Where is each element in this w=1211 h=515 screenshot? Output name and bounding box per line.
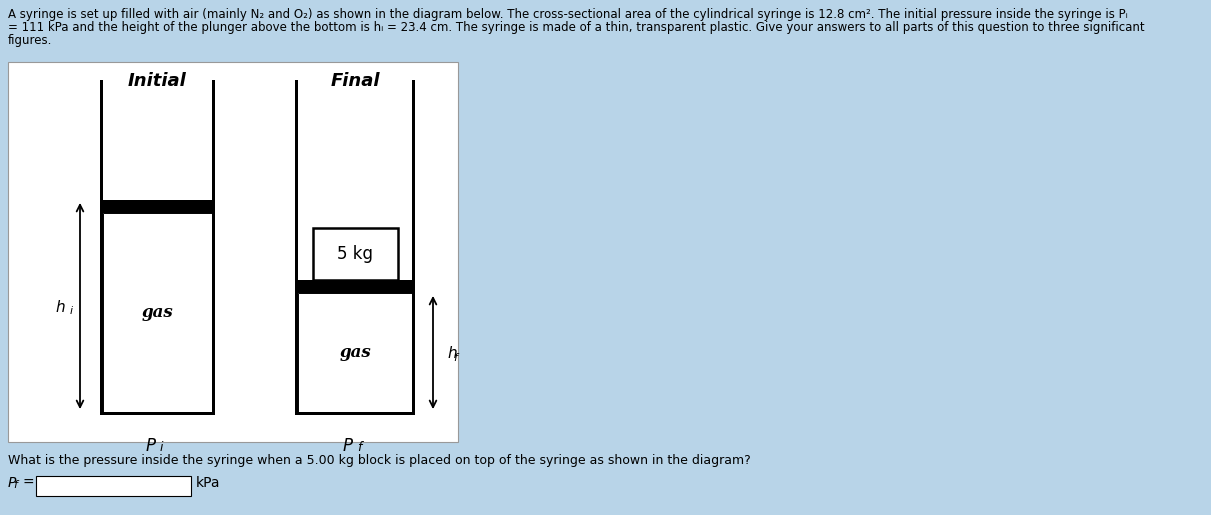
Text: P: P xyxy=(8,476,17,490)
Text: gas: gas xyxy=(339,344,371,361)
Bar xyxy=(298,293,412,412)
Bar xyxy=(101,412,216,415)
Text: P: P xyxy=(145,437,155,455)
Text: i: i xyxy=(160,441,163,454)
Text: = 111 kPa and the height of the plunger above the bottom is hᵢ = 23.4 cm. The sy: = 111 kPa and the height of the plunger … xyxy=(8,21,1144,34)
Text: h: h xyxy=(447,347,457,362)
Bar xyxy=(101,200,216,213)
Bar xyxy=(212,80,216,415)
Text: Initial: Initial xyxy=(128,72,186,90)
Text: f: f xyxy=(453,353,457,363)
Text: h: h xyxy=(56,300,65,315)
Text: gas: gas xyxy=(142,304,173,321)
Text: kPa: kPa xyxy=(196,476,220,490)
Bar xyxy=(295,80,298,415)
Text: 5 kg: 5 kg xyxy=(337,245,373,263)
Bar xyxy=(101,80,103,415)
Text: P: P xyxy=(343,437,352,455)
Text: figures.: figures. xyxy=(8,34,52,47)
Bar xyxy=(36,476,191,496)
Text: f: f xyxy=(13,480,17,490)
Bar xyxy=(412,80,415,415)
Text: i: i xyxy=(70,306,73,317)
Text: A syringe is set up filled with air (mainly N₂ and O₂) as shown in the diagram b: A syringe is set up filled with air (mai… xyxy=(8,8,1127,21)
Bar xyxy=(8,62,458,442)
Text: Final: Final xyxy=(331,72,380,90)
Text: =: = xyxy=(22,476,34,490)
Text: What is the pressure inside the syringe when a 5.00 kg block is placed on top of: What is the pressure inside the syringe … xyxy=(8,454,751,467)
Bar xyxy=(312,228,397,280)
Bar xyxy=(103,213,212,412)
Text: f: f xyxy=(357,441,361,454)
Bar xyxy=(295,280,415,293)
Bar xyxy=(295,412,415,415)
